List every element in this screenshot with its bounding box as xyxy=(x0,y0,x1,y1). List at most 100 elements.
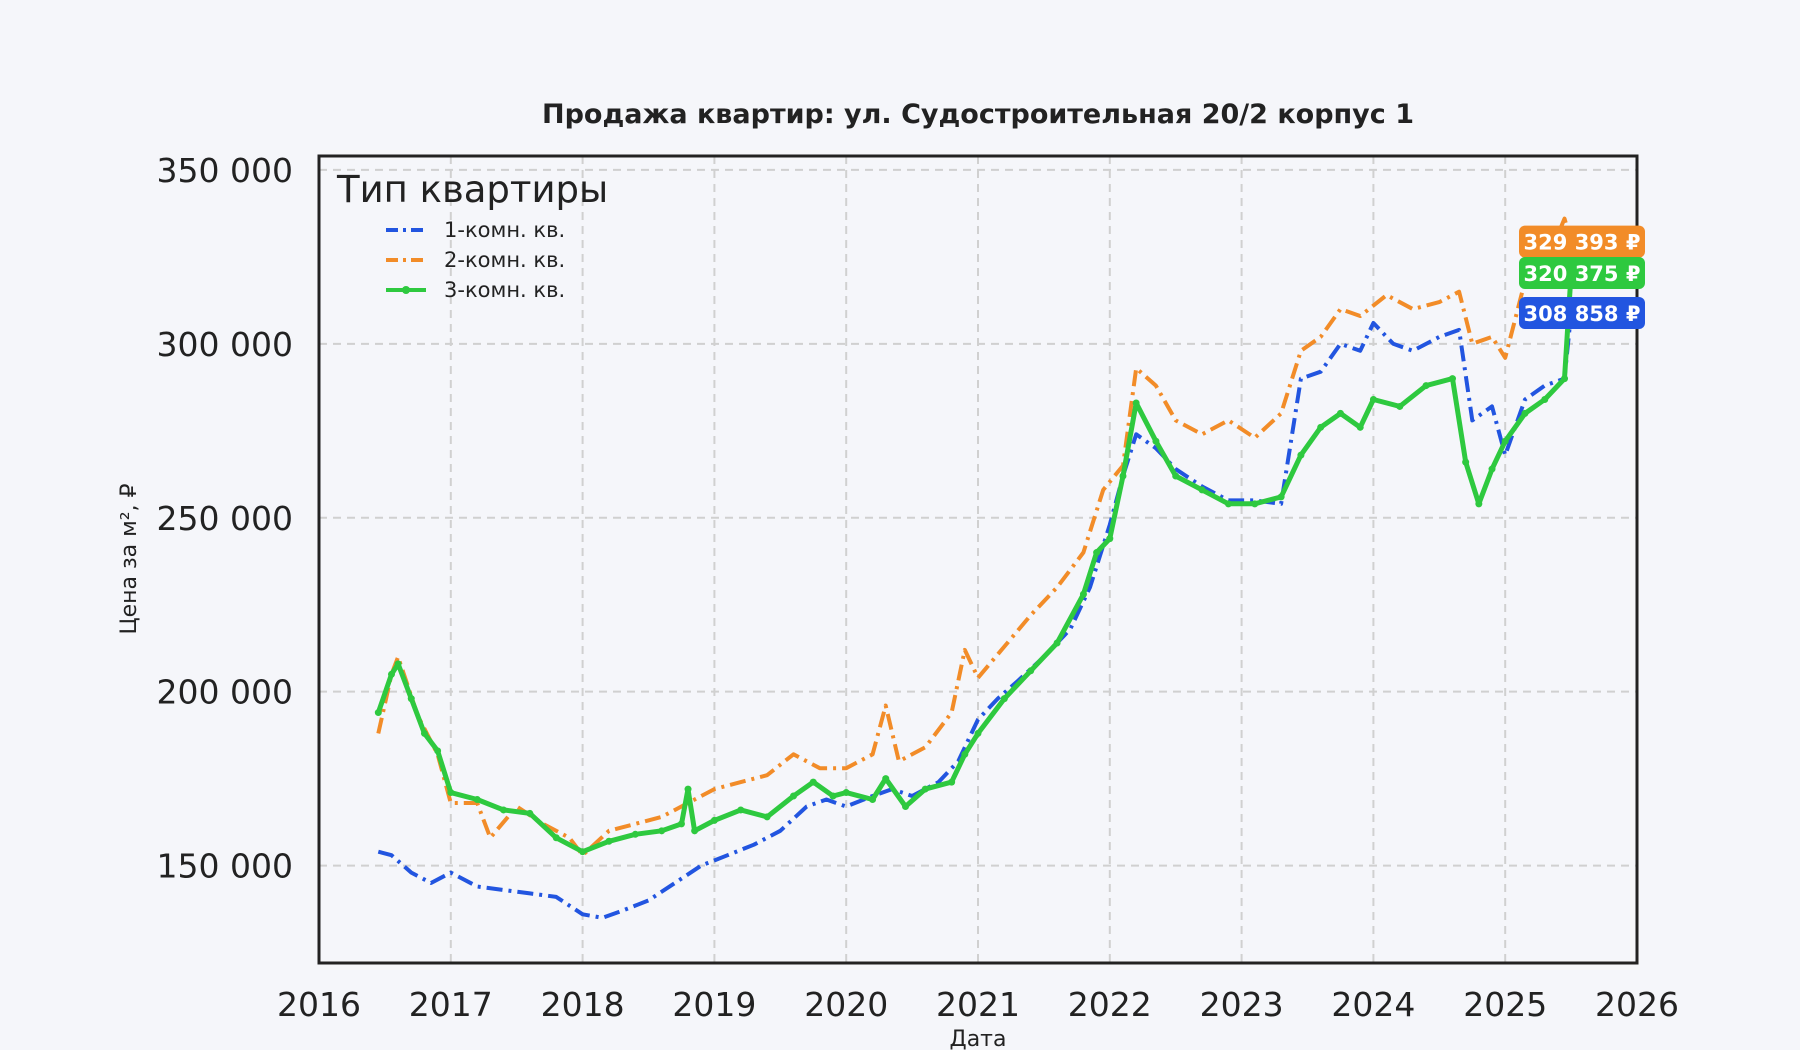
series-point xyxy=(500,806,508,814)
series-point xyxy=(1224,500,1232,508)
series-point xyxy=(658,827,666,835)
series-layer xyxy=(374,216,1575,920)
series-point xyxy=(387,670,395,678)
y-axis-ticks: 150 000 200 000 250 000 300 000 350 000 xyxy=(157,151,293,886)
end-label-badge xyxy=(1519,297,1645,330)
series-point xyxy=(1462,458,1470,466)
series-point xyxy=(961,750,969,758)
end-label-badge xyxy=(1519,225,1645,258)
legend-title: Тип квартиры xyxy=(336,168,608,211)
y-axis-label: Цена за м², ₽ xyxy=(117,483,142,634)
series-point xyxy=(1106,535,1114,543)
series-point xyxy=(579,848,587,856)
legend-items: 1-комн. кв. 2-комн. кв. 3-комн. кв. xyxy=(386,218,565,302)
series-point xyxy=(1501,437,1509,445)
series-point xyxy=(1422,382,1430,390)
series-point xyxy=(882,775,890,783)
series-point xyxy=(809,778,817,786)
series-point xyxy=(921,785,929,793)
series-point xyxy=(394,660,402,668)
series-point xyxy=(1541,395,1549,403)
x-tick-label: 2016 xyxy=(277,985,361,1024)
series-point xyxy=(1172,472,1180,480)
series-point xyxy=(1152,437,1160,445)
series-point xyxy=(691,827,699,835)
series-point xyxy=(1336,409,1344,417)
series-point xyxy=(552,834,560,842)
series-point xyxy=(374,709,382,717)
legend: Тип квартиры 1-комн. кв. 2-комн. кв. 3-ком… xyxy=(336,168,608,302)
series-point xyxy=(605,837,613,845)
series-point xyxy=(1027,667,1035,675)
series-point xyxy=(1521,409,1529,417)
series-point xyxy=(1053,639,1061,647)
series-point xyxy=(1369,395,1377,403)
y-tick-label: 150 000 xyxy=(157,847,293,886)
series-point xyxy=(684,785,692,793)
series-point xyxy=(473,796,481,804)
legend-label: 3-комн. кв. xyxy=(444,278,565,302)
series-point xyxy=(948,778,956,786)
y-tick-label: 200 000 xyxy=(157,673,293,712)
end-label-text: 308 858 ₽ xyxy=(1524,302,1641,326)
series-point xyxy=(1561,375,1569,383)
end-label-text: 320 375 ₽ xyxy=(1524,262,1641,286)
legend-label: 2-комн. кв. xyxy=(444,248,565,272)
x-tick-label: 2018 xyxy=(541,985,625,1024)
series-point xyxy=(902,802,910,810)
series-point xyxy=(420,729,428,737)
series-point xyxy=(407,695,415,703)
series-point xyxy=(789,792,797,800)
x-tick-label: 2022 xyxy=(1068,985,1152,1024)
series-point xyxy=(1251,500,1259,508)
legend-label: 1-комн. кв. xyxy=(444,218,565,242)
y-tick-label: 300 000 xyxy=(157,325,293,364)
plot-frame xyxy=(317,154,1639,965)
x-tick-label: 2017 xyxy=(409,985,493,1024)
series-point xyxy=(1119,472,1127,480)
x-tick-label: 2020 xyxy=(804,985,888,1024)
series-point xyxy=(434,747,442,755)
series-point xyxy=(447,789,455,797)
series-point xyxy=(974,729,982,737)
x-axis-label: Дата xyxy=(950,1027,1007,1050)
series-point xyxy=(1448,375,1456,383)
series-point xyxy=(1277,493,1285,501)
series-point xyxy=(631,830,639,838)
series-point xyxy=(710,816,718,824)
x-tick-label: 2023 xyxy=(1200,985,1284,1024)
end-labels: 308 858 ₽ 329 393 ₽ 320 375 ₽ xyxy=(1519,225,1645,330)
legend-marker xyxy=(402,286,410,294)
series-point xyxy=(1488,465,1496,473)
x-tick-label: 2025 xyxy=(1463,985,1547,1024)
series-point xyxy=(1396,402,1404,410)
series-point xyxy=(1132,399,1140,407)
series-point xyxy=(763,813,771,821)
y-tick-label: 250 000 xyxy=(157,499,293,538)
series-line-2 xyxy=(376,216,1574,858)
series-point xyxy=(829,792,837,800)
series-point xyxy=(869,796,877,804)
end-label-text: 329 393 ₽ xyxy=(1524,231,1641,255)
chart-title: Продажа квартир: ул. Судостроительная 20… xyxy=(542,99,1414,130)
series-point xyxy=(842,789,850,797)
series-point xyxy=(1317,423,1325,431)
end-label-badge xyxy=(1519,256,1645,289)
series-point xyxy=(1475,500,1483,508)
y-tick-label: 350 000 xyxy=(157,151,293,190)
series-point xyxy=(1093,549,1101,557)
series-point xyxy=(737,806,745,814)
series-line-3 xyxy=(375,272,1574,855)
series-point xyxy=(1000,695,1008,703)
series-point xyxy=(1198,486,1206,494)
x-tick-label: 2021 xyxy=(936,985,1020,1024)
x-tick-label: 2026 xyxy=(1595,985,1679,1024)
series-point xyxy=(1297,451,1305,459)
x-tick-label: 2019 xyxy=(672,985,756,1024)
series-point xyxy=(677,820,685,828)
series-point xyxy=(1356,423,1364,431)
x-axis-ticks: 2016 2017 2018 2019 2020 2021 2022 2023 2024 2025… xyxy=(277,985,1679,1024)
series-point xyxy=(1079,590,1087,598)
series-point xyxy=(526,809,534,817)
